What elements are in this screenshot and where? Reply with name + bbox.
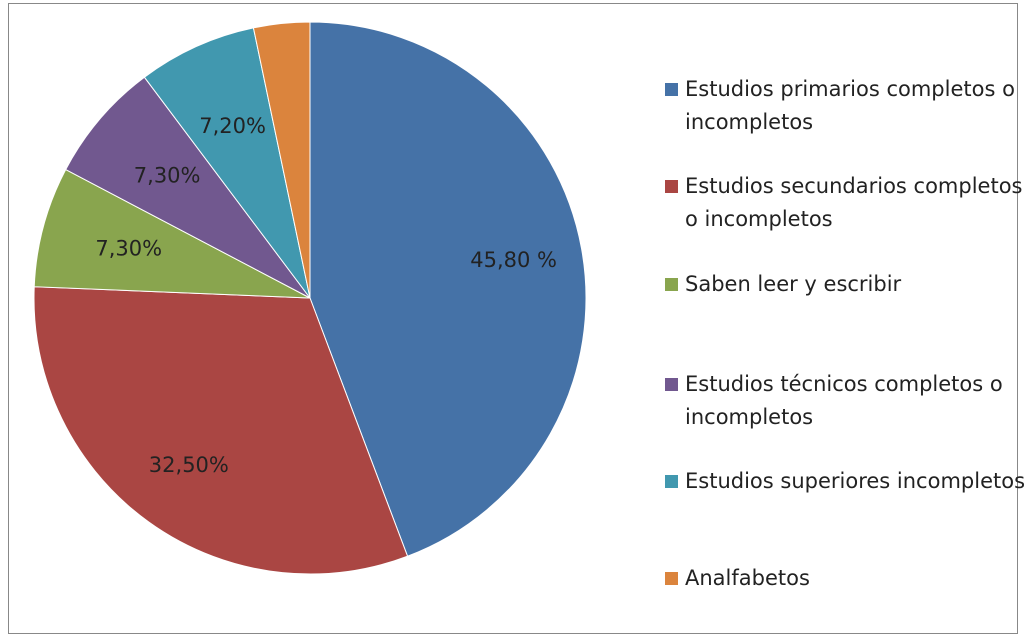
legend-label: Estudios superiores incompletos xyxy=(685,469,1025,493)
legend-entry: Estudios superiores incompletos xyxy=(665,465,1025,498)
legend-label: Estudios secundarios completos o incompl… xyxy=(685,174,1023,231)
legend-label: Analfabetos xyxy=(685,566,810,590)
pie-slice xyxy=(309,21,587,557)
legend-entry: Analfabetos xyxy=(665,562,1025,595)
legend-swatch xyxy=(665,180,678,193)
legend-swatch xyxy=(665,83,678,96)
legend-label: Saben leer y escribir xyxy=(685,272,902,296)
legend-swatch xyxy=(665,378,678,391)
data-label: 32,50% xyxy=(149,453,229,477)
legend-swatch xyxy=(665,278,678,291)
pie-slice xyxy=(65,76,311,299)
legend-entry: Saben leer y escribir xyxy=(665,268,1025,301)
legend-entry: Estudios técnicos completos o incompleto… xyxy=(665,368,1025,434)
legend-label: Estudios primarios completos o incomplet… xyxy=(685,77,1015,134)
chart-border xyxy=(8,3,1018,634)
pie-slice xyxy=(33,286,409,575)
pie-slice xyxy=(252,21,311,299)
pie-slice xyxy=(33,168,311,299)
legend-swatch xyxy=(665,572,678,585)
legend-label: Estudios técnicos completos o incompleto… xyxy=(685,372,1003,429)
data-label: 7,30% xyxy=(95,236,162,260)
legend-entry: Estudios secundarios completos o incompl… xyxy=(665,170,1025,236)
data-label: 7,30% xyxy=(134,163,201,187)
legend-entry: Estudios primarios completos o incomplet… xyxy=(665,73,1025,139)
data-label: 45,80 % xyxy=(470,248,557,272)
data-label: 7,20% xyxy=(199,114,266,138)
legend-swatch xyxy=(665,475,678,488)
pie-slice xyxy=(143,27,311,299)
